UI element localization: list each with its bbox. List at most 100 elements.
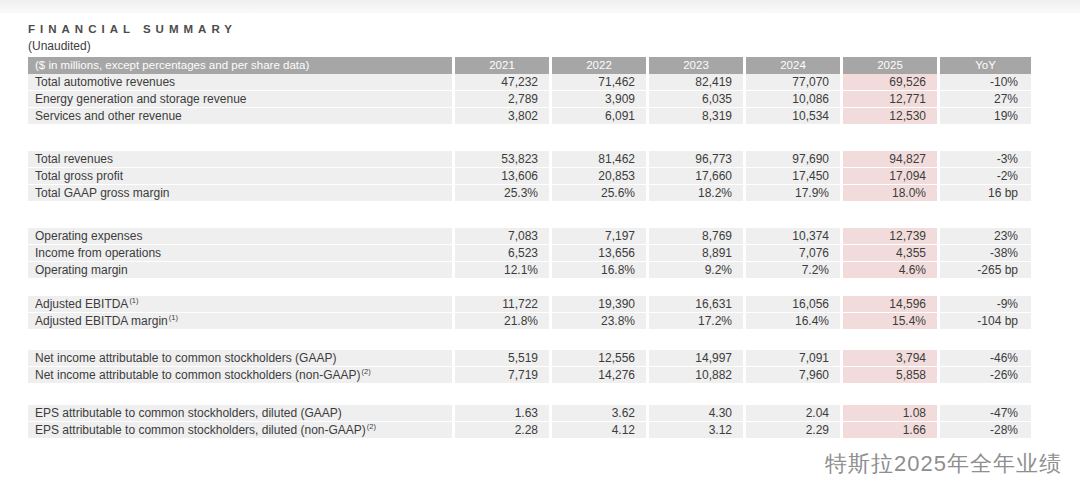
value-cell-2023: 4.30 xyxy=(649,405,746,422)
value-cell-2024: 10,534 xyxy=(746,108,843,125)
row-label: Total gross profit xyxy=(28,168,455,185)
financial-summary-page: FINANCIAL SUMMARY (Unaudited) ($ in mill… xyxy=(0,13,1080,439)
yoy-cell: 19% xyxy=(940,108,1031,125)
table-row: Operating margin12.1%16.8%9.2%7.2%4.6%-2… xyxy=(28,262,1032,279)
header-col-yoy: YoY xyxy=(940,57,1031,74)
yoy-cell: -9% xyxy=(940,296,1031,313)
value-cell-2024: 7.2% xyxy=(746,262,843,279)
header-units-label: ($ in millions, except percentages and p… xyxy=(28,57,455,74)
value-cell-2022: 71,462 xyxy=(552,74,649,91)
table-row: EPS attributable to common stockholders,… xyxy=(28,422,1032,439)
yoy-cell: -2% xyxy=(940,168,1031,185)
value-cell-2022: 25.6% xyxy=(552,185,649,202)
value-cell-2023: 6,035 xyxy=(649,91,746,108)
value-cell-2022: 3,909 xyxy=(552,91,649,108)
row-label: Operating margin xyxy=(28,262,455,279)
value-cell-2022: 12,556 xyxy=(552,350,649,367)
section-gap xyxy=(28,279,1032,296)
value-cell-2024: 77,070 xyxy=(746,74,843,91)
value-cell-2023: 8,319 xyxy=(649,108,746,125)
value-cell-2024: 10,086 xyxy=(746,91,843,108)
table-row: Income from operations6,52313,6568,8917,… xyxy=(28,245,1032,262)
value-cell-2023: 96,773 xyxy=(649,151,746,168)
row-label: Energy generation and storage revenue xyxy=(28,91,455,108)
value-cell-2025: 12,530 xyxy=(843,108,940,125)
value-cell-2025: 12,739 xyxy=(843,228,940,245)
value-cell-2024: 16.4% xyxy=(746,313,843,330)
value-cell-2025: 3,794 xyxy=(843,350,940,367)
row-label: Services and other revenue xyxy=(28,108,455,125)
table-row: Total GAAP gross margin25.3%25.6%18.2%17… xyxy=(28,185,1032,202)
value-cell-2024: 97,690 xyxy=(746,151,843,168)
value-cell-2025: 1.08 xyxy=(843,405,940,422)
value-cell-2025: 69,526 xyxy=(843,74,940,91)
value-cell-2025: 5,858 xyxy=(843,367,940,384)
value-cell-2025: 4,355 xyxy=(843,245,940,262)
value-cell-2023: 10,882 xyxy=(649,367,746,384)
top-strip xyxy=(0,0,1080,13)
value-cell-2022: 6,091 xyxy=(552,108,649,125)
value-cell-2022: 81,462 xyxy=(552,151,649,168)
yoy-cell: 16 bp xyxy=(940,185,1031,202)
section-gap xyxy=(28,384,1032,405)
yoy-cell: -47% xyxy=(940,405,1031,422)
row-label: Total GAAP gross margin xyxy=(28,185,455,202)
section-gap xyxy=(28,202,1032,228)
value-cell-2023: 16,631 xyxy=(649,296,746,313)
value-cell-2023: 8,891 xyxy=(649,245,746,262)
value-cell-2022: 14,276 xyxy=(552,367,649,384)
value-cell-2021: 21.8% xyxy=(455,313,552,330)
table-row: Total revenues53,82381,46296,77397,69094… xyxy=(28,151,1032,168)
value-cell-2021: 3,802 xyxy=(455,108,552,125)
value-cell-2021: 1.63 xyxy=(455,405,552,422)
header-col-2024: 2024 xyxy=(746,57,843,74)
value-cell-2025: 12,771 xyxy=(843,91,940,108)
value-cell-2021: 2,789 xyxy=(455,91,552,108)
value-cell-2023: 17,660 xyxy=(649,168,746,185)
value-cell-2021: 12.1% xyxy=(455,262,552,279)
yoy-cell: -28% xyxy=(940,422,1031,439)
section-gap xyxy=(28,125,1032,151)
page-title: FINANCIAL SUMMARY xyxy=(28,22,1080,37)
value-cell-2024: 17.9% xyxy=(746,185,843,202)
row-label: Net income attributable to common stockh… xyxy=(28,350,455,367)
yoy-cell: 27% xyxy=(940,91,1031,108)
row-label: EPS attributable to common stockholders,… xyxy=(28,422,455,439)
value-cell-2021: 11,722 xyxy=(455,296,552,313)
row-label: Net income attributable to common stockh… xyxy=(28,367,455,384)
value-cell-2023: 82,419 xyxy=(649,74,746,91)
value-cell-2025: 4.6% xyxy=(843,262,940,279)
header-col-2022: 2022 xyxy=(552,57,649,74)
value-cell-2022: 20,853 xyxy=(552,168,649,185)
value-cell-2023: 17.2% xyxy=(649,313,746,330)
yoy-cell: -265 bp xyxy=(940,262,1031,279)
yoy-cell: -104 bp xyxy=(940,313,1031,330)
footnote-marker: (1) xyxy=(129,296,138,305)
value-cell-2021: 53,823 xyxy=(455,151,552,168)
yoy-cell: 23% xyxy=(940,228,1031,245)
row-label: Income from operations xyxy=(28,245,455,262)
value-cell-2021: 7,719 xyxy=(455,367,552,384)
table-header-row: ($ in millions, except percentages and p… xyxy=(28,57,1032,74)
header-col-2021: 2021 xyxy=(455,57,552,74)
row-label: Adjusted EBITDA(1) xyxy=(28,296,455,313)
header-col-2025: 2025 xyxy=(843,57,940,74)
value-cell-2025: 94,827 xyxy=(843,151,940,168)
value-cell-2021: 47,232 xyxy=(455,74,552,91)
footnote-marker: (1) xyxy=(169,313,178,322)
row-label: Total revenues xyxy=(28,151,455,168)
value-cell-2025: 17,094 xyxy=(843,168,940,185)
value-cell-2025: 14,596 xyxy=(843,296,940,313)
table-row: EPS attributable to common stockholders,… xyxy=(28,405,1032,422)
value-cell-2025: 18.0% xyxy=(843,185,940,202)
value-cell-2022: 3.62 xyxy=(552,405,649,422)
value-cell-2024: 16,056 xyxy=(746,296,843,313)
table-row: Total gross profit13,60620,85317,66017,4… xyxy=(28,168,1032,185)
yoy-cell: -3% xyxy=(940,151,1031,168)
value-cell-2023: 18.2% xyxy=(649,185,746,202)
value-cell-2021: 13,606 xyxy=(455,168,552,185)
table-row: Services and other revenue3,8026,0918,31… xyxy=(28,108,1032,125)
value-cell-2021: 25.3% xyxy=(455,185,552,202)
value-cell-2024: 2.29 xyxy=(746,422,843,439)
value-cell-2023: 9.2% xyxy=(649,262,746,279)
